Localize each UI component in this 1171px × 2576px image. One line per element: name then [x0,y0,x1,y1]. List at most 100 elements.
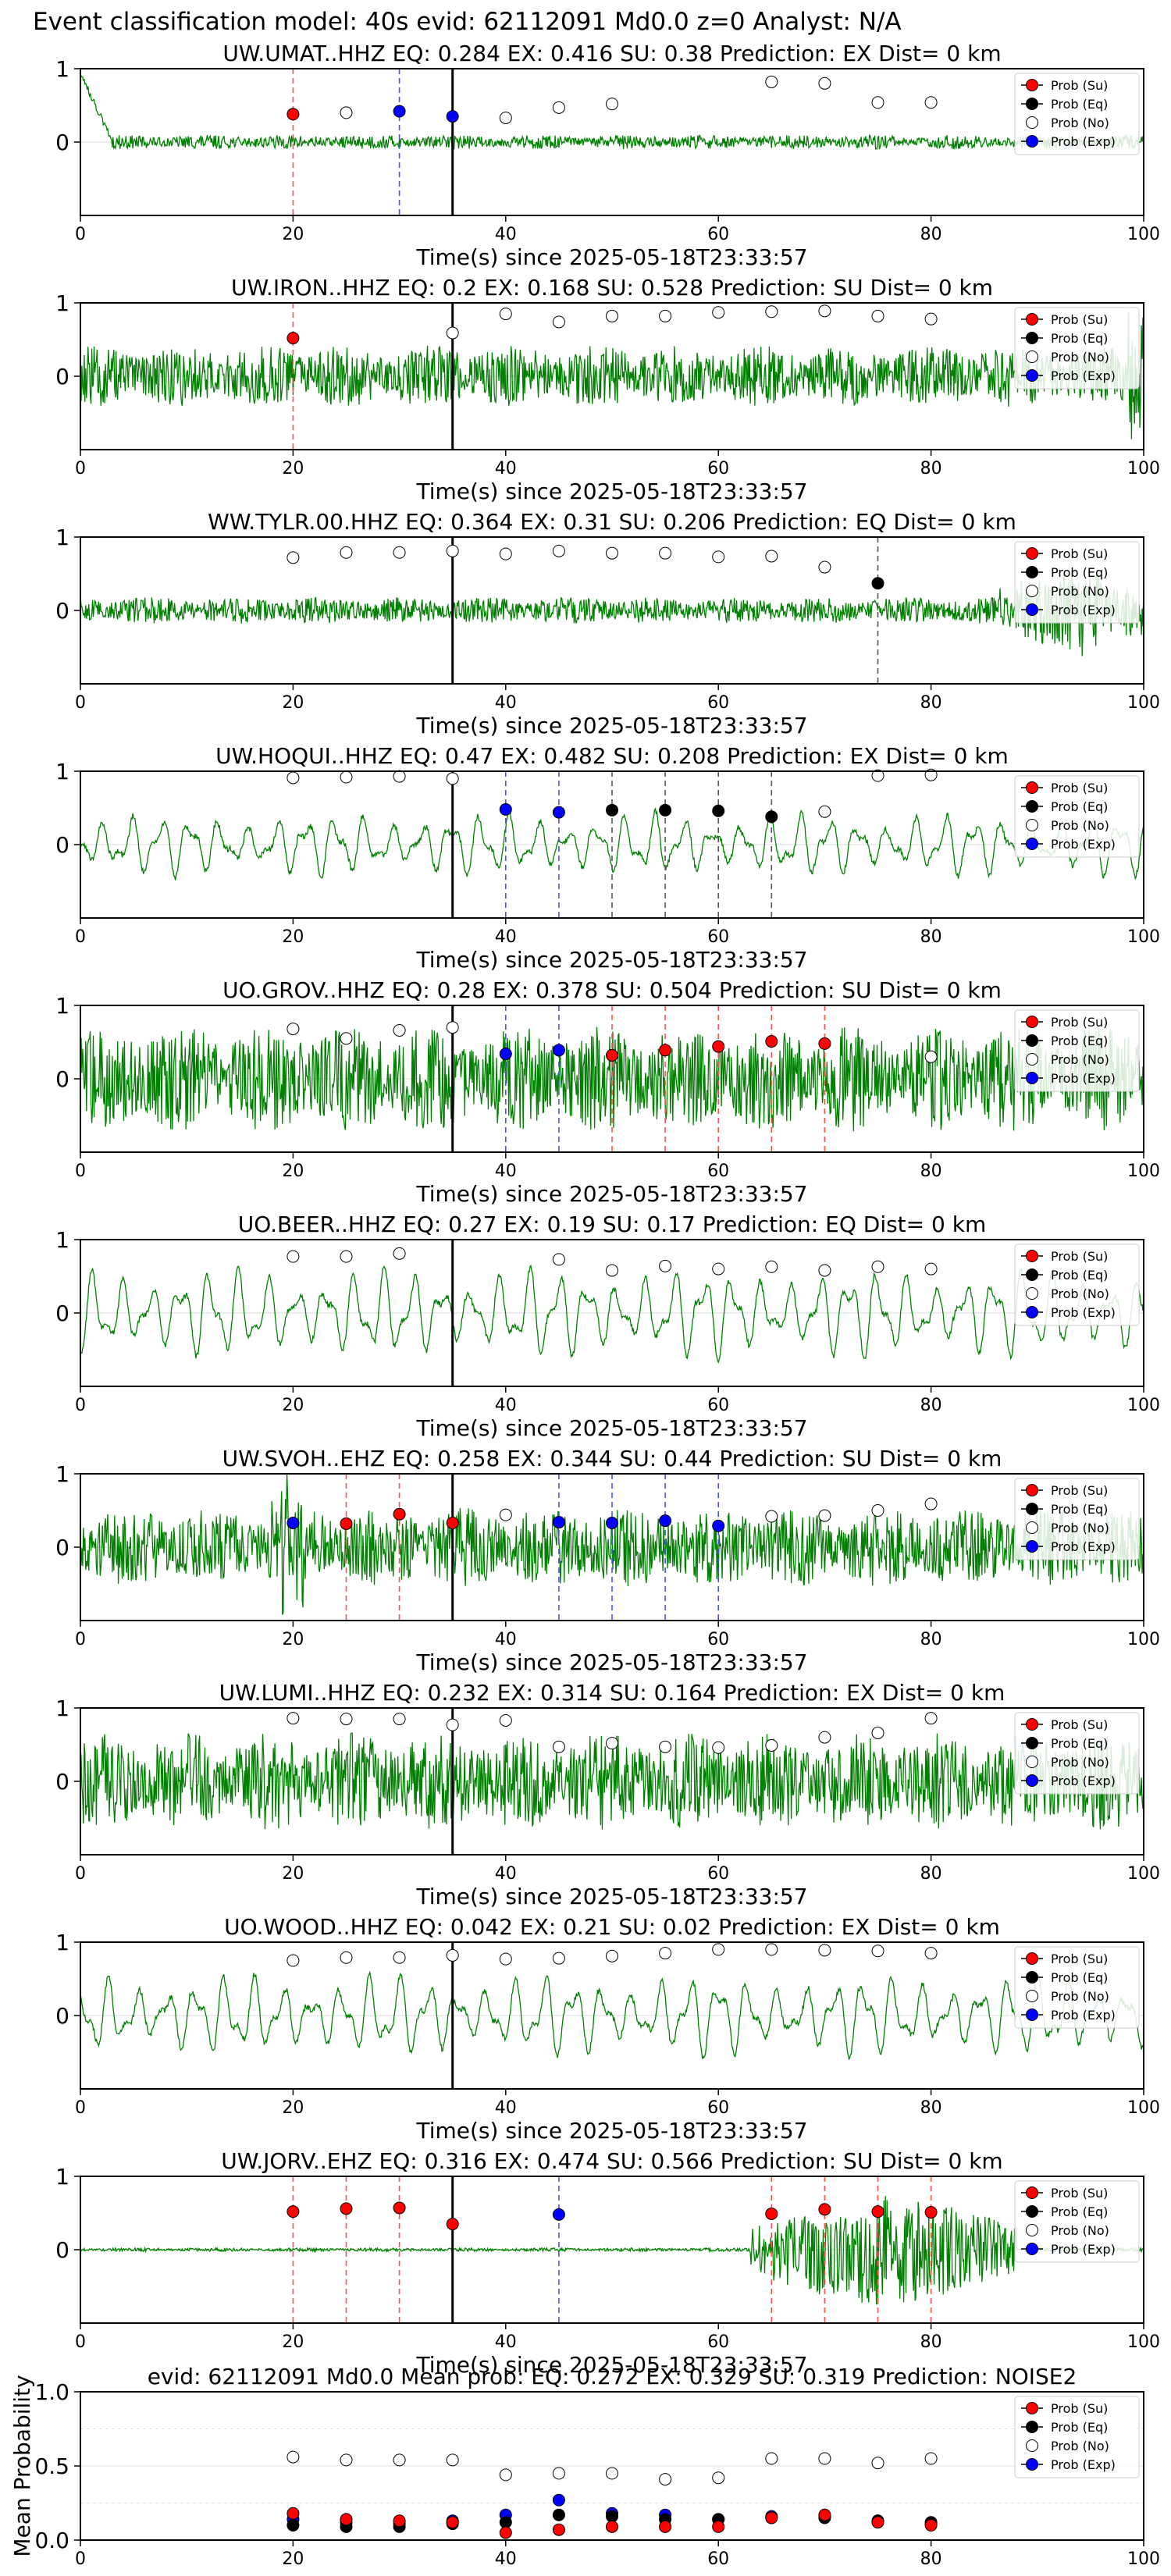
mean-point-eq [287,2519,300,2532]
prob-point-exp [659,1514,672,1528]
prob-point-no [393,1713,406,1726]
legend-marker-exp [1026,369,1038,382]
station-panel: UO.WOOD..HHZ EQ: 0.042 EX: 0.21 SU: 0.02… [55,1914,1160,2144]
legend-label-no: Prob (No) [1051,1989,1109,2004]
station-panel: UW.LUMI..HHZ EQ: 0.232 EX: 0.314 SU: 0.1… [55,1680,1160,1909]
panel-title: UW.HOQUI..HHZ EQ: 0.47 EX: 0.482 SU: 0.2… [215,743,1009,769]
waveform-trace [80,1970,1144,2061]
x-tick-label: 60 [707,225,729,244]
mean-point-eq [552,2508,565,2521]
mean-point-no [552,2467,565,2480]
prob-point-no [287,1954,300,1967]
x-axis-label: Time(s) since 2025-05-18T23:33:57 [415,2352,807,2378]
prob-point-no [446,544,459,557]
prob-point-no [818,805,831,818]
legend-marker-exp [1026,1072,1038,1084]
prob-point-no [606,98,618,111]
prob-point-su [765,2207,778,2220]
prob-point-no [818,560,831,574]
prob-point-no [924,1262,938,1276]
y-tick-label: 0 [55,1769,69,1795]
prob-point-no [552,315,565,329]
x-tick-label: 20 [282,459,304,479]
legend-marker-eq [1026,98,1038,110]
prob-point-no [287,1250,300,1263]
x-tick-label: 20 [282,927,304,947]
legend-marker-exp [1026,1306,1038,1318]
prob-point-no [606,309,618,322]
legend-marker-su [1026,2186,1038,2199]
mean-point-su [659,2520,672,2533]
prob-point-exp [446,110,459,123]
legend-label-exp: Prob (Exp) [1051,837,1116,852]
legend-marker-exp [1026,603,1038,616]
mean-point-no [393,2453,406,2467]
prob-point-no [924,1050,938,1063]
x-axis-label: Time(s) since 2025-05-18T23:33:57 [415,713,807,738]
prob-point-no [393,1951,406,1964]
x-tick-label: 60 [707,693,729,713]
x-tick-label: 0 [75,1630,86,1649]
prob-point-no [340,1032,353,1045]
x-tick-label: 20 [282,225,304,244]
legend-marker-eq [1026,566,1038,578]
panel-title: UO.WOOD..HHZ EQ: 0.042 EX: 0.21 SU: 0.02… [224,1914,1000,1940]
mean-point-su [393,2514,406,2528]
x-tick-label: 60 [707,1396,729,1415]
prob-point-no [712,306,725,319]
prob-point-no [340,106,353,119]
x-tick-label: 40 [495,1630,517,1649]
prob-point-no [659,1259,672,1272]
legend-label-no: Prob (No) [1051,116,1109,130]
x-tick-label: 60 [707,2332,729,2352]
x-tick-label: 0 [75,693,86,713]
legend-marker-no [1026,1053,1038,1066]
prob-point-su [606,1048,618,1062]
x-tick-label: 100 [1127,2098,1160,2118]
mean-point-su [871,2516,884,2529]
legend-label-no: Prob (No) [1051,1755,1109,1770]
mean-point-no [659,2473,672,2486]
legend-marker-eq [1026,1971,1038,1984]
panel-title: UW.UMAT..HHZ EQ: 0.284 EX: 0.416 SU: 0.3… [222,41,1001,66]
x-tick-label: 40 [495,1864,517,1884]
prob-point-no [765,1943,778,1956]
prob-point-su [393,1507,406,1521]
y-tick-label: 1 [55,1461,69,1487]
prob-point-no [393,546,406,559]
legend-marker-exp [1026,838,1038,850]
y-tick-label: 0 [55,1300,69,1326]
x-axis-label: Time(s) since 2025-05-18T23:33:57 [415,479,807,504]
mean-point-no [871,2457,884,2470]
y-tick-label: 0 [55,2237,69,2263]
prob-point-exp [712,1519,725,1532]
legend-label-eq: Prob (Eq) [1051,1970,1108,1985]
prob-point-no [446,772,459,785]
prob-point-no [871,1504,884,1517]
legend-marker-su [1026,1250,1038,1262]
mean-point-eq [606,2510,618,2523]
prob-point-exp [287,1516,300,1529]
legend-label-no: Prob (No) [1051,1286,1109,1301]
legend-marker-su [1026,79,1038,91]
waveform-trace [80,567,1144,656]
prob-point-no [499,1508,512,1521]
legend-label-su: Prob (Su) [1051,1015,1108,1030]
prob-point-no [659,309,672,322]
x-tick-label: 80 [920,1630,942,1649]
prob-point-eq [871,577,884,590]
prob-point-no [340,1713,353,1726]
prob-point-no [818,1509,831,1522]
prob-point-no [659,546,672,560]
legend-label-exp: Prob (Exp) [1051,2008,1116,2023]
legend-marker-no [1026,2224,1038,2236]
waveform-trace [80,1264,1144,1364]
legend-marker-no [1026,1287,1038,1300]
x-tick-label: 0 [75,1396,86,1415]
x-tick-label: 20 [282,2332,304,2352]
y-tick-label: 1.0 [34,2379,69,2405]
mean-point-su [818,2508,831,2521]
waveform-trace [80,2196,1144,2305]
y-tick-label: 1 [55,993,69,1019]
prob-point-eq [765,810,778,824]
